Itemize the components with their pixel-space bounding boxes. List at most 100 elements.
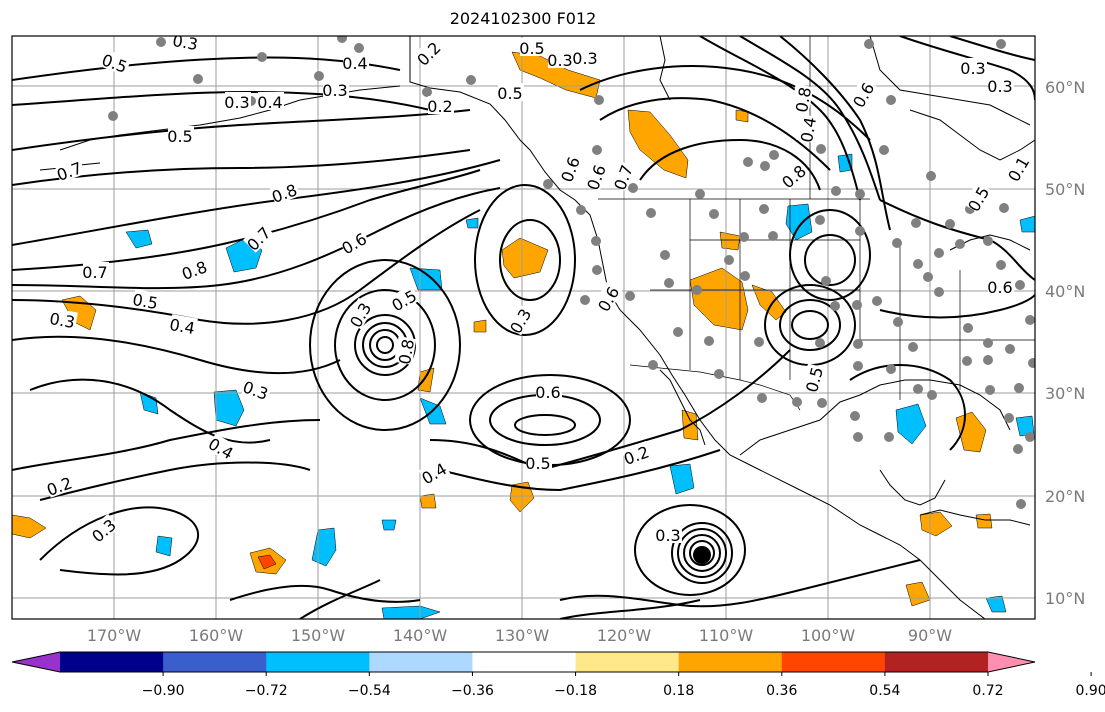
contour-label-background bbox=[963, 181, 993, 214]
station-markers bbox=[108, 36, 1035, 509]
contour-label-background bbox=[796, 114, 819, 143]
contour-label-background bbox=[593, 281, 623, 314]
contour-label-background bbox=[323, 80, 349, 98]
contour-label: 0.3 bbox=[655, 526, 680, 545]
latitude-label: 10°N bbox=[1045, 589, 1086, 608]
contour-label-background bbox=[520, 38, 546, 56]
contour-label-background bbox=[269, 178, 301, 205]
contour-label-background bbox=[778, 159, 810, 191]
contour-label-background bbox=[345, 297, 375, 330]
contour-label-background bbox=[418, 457, 451, 487]
contour-label: 0.4 bbox=[342, 54, 367, 73]
contour-label: 0.3 bbox=[171, 31, 199, 54]
colorbar-segment bbox=[163, 652, 267, 672]
contour-label-background bbox=[88, 513, 120, 545]
contour-label: 0.5 bbox=[497, 84, 522, 103]
colorbar-outline bbox=[11, 651, 1036, 673]
contour-label: 0.3 bbox=[48, 309, 76, 332]
contour-label-background bbox=[54, 156, 86, 183]
contour-label-background bbox=[388, 284, 421, 314]
colorbar-tick-label: −0.72 bbox=[244, 683, 288, 699]
contour-label-background bbox=[169, 314, 198, 337]
contour-label-background bbox=[988, 76, 1014, 94]
contour-label-background bbox=[343, 53, 369, 71]
contour-label: 0.3 bbox=[224, 93, 249, 112]
latitude-label: 20°N bbox=[1045, 487, 1086, 506]
contour-label-background bbox=[241, 376, 273, 403]
longitude-label: 130°W bbox=[494, 626, 550, 645]
contour-label-background bbox=[791, 84, 814, 113]
contour-label-background bbox=[428, 96, 454, 114]
map-frame bbox=[11, 35, 1036, 620]
contour-label-background bbox=[573, 48, 599, 66]
contour-label: 0.4 bbox=[797, 116, 820, 144]
contour-label-background bbox=[83, 262, 109, 280]
contour-label-background bbox=[556, 152, 583, 184]
colorbar-tick-label: 0.54 bbox=[869, 683, 901, 699]
contour-label: 0.3 bbox=[987, 77, 1012, 96]
longitude-label: 160°W bbox=[188, 626, 244, 645]
contour-label: 0.5 bbox=[131, 290, 159, 313]
contour-label-background bbox=[505, 303, 535, 336]
contour-label: 0.4 bbox=[257, 93, 282, 112]
contour-label: 0.6 bbox=[987, 278, 1012, 297]
contour-label-background bbox=[172, 36, 201, 53]
contour-label: 0.3 bbox=[572, 49, 597, 68]
contour-label-background bbox=[206, 433, 239, 463]
anomaly-shading bbox=[12, 51, 1035, 619]
latitude-label: 50°N bbox=[1045, 180, 1086, 199]
contour-label-background bbox=[609, 160, 636, 192]
colorbar-tick-label: −0.54 bbox=[347, 683, 391, 699]
latitude-label: 40°N bbox=[1045, 282, 1086, 301]
contour-label: 0.5 bbox=[167, 127, 192, 146]
longitude-label: 90°W bbox=[907, 626, 953, 645]
contour-label-background bbox=[621, 440, 653, 467]
colorbar-segment bbox=[472, 652, 577, 672]
colorbar-segment bbox=[575, 652, 680, 672]
contour-label: 0.2 bbox=[427, 97, 452, 116]
longitude-label: 170°W bbox=[86, 626, 142, 645]
longitude-label: 110°W bbox=[698, 626, 754, 645]
contour-label-background bbox=[179, 255, 211, 282]
contour-label: 0.8 bbox=[395, 338, 418, 366]
colorbar-tick-label: −0.90 bbox=[141, 683, 185, 699]
contour-label: 0.6 bbox=[535, 383, 560, 402]
contour-label: 0.4 bbox=[168, 315, 196, 338]
contour-label: 0.3 bbox=[960, 59, 985, 78]
colorbar-segment bbox=[884, 652, 989, 672]
contour-label-background bbox=[394, 336, 417, 365]
contour-label-background bbox=[548, 50, 574, 68]
contour-label-background bbox=[49, 308, 78, 331]
map-title: 2024102300 F012 bbox=[449, 9, 597, 28]
longitude-label: 150°W bbox=[290, 626, 346, 645]
colorbar-segment bbox=[781, 652, 886, 672]
contour-label-background bbox=[961, 58, 987, 76]
contour-label-background bbox=[243, 221, 275, 253]
contour-label: 0.5 bbox=[519, 39, 544, 58]
contour-label-background bbox=[526, 453, 552, 471]
colorbar-tick-label: 0.36 bbox=[766, 683, 798, 699]
contour-label-background bbox=[536, 382, 562, 400]
contour-label-background bbox=[656, 525, 682, 543]
contour-label-background bbox=[100, 49, 132, 76]
longitude-label: 100°W bbox=[800, 626, 856, 645]
colorbar bbox=[11, 651, 1092, 676]
contours bbox=[12, 36, 1035, 619]
contour-label: 0.7 bbox=[82, 263, 107, 282]
contour-label-background bbox=[258, 92, 284, 110]
colorbar-tick-label: −0.18 bbox=[554, 683, 597, 699]
contour-label-background bbox=[848, 77, 878, 110]
colorbar-extend-low bbox=[12, 652, 60, 672]
colorbar-segment bbox=[60, 652, 164, 672]
colorbar-segment bbox=[369, 652, 473, 672]
longitude-label: 120°W bbox=[596, 626, 652, 645]
colorbar-segment bbox=[266, 652, 370, 672]
contour-label: 0.5 bbox=[525, 454, 550, 473]
contour-label: 0.8 bbox=[792, 86, 815, 114]
colorbar-tick-label: 0.72 bbox=[972, 683, 1004, 699]
contour-label: 0.3 bbox=[322, 81, 347, 100]
contour-label-background bbox=[988, 277, 1014, 295]
contour-label-background bbox=[498, 83, 524, 101]
colorbar-tick-label: 0.90 bbox=[1075, 683, 1105, 699]
contour-label-background bbox=[225, 92, 251, 110]
